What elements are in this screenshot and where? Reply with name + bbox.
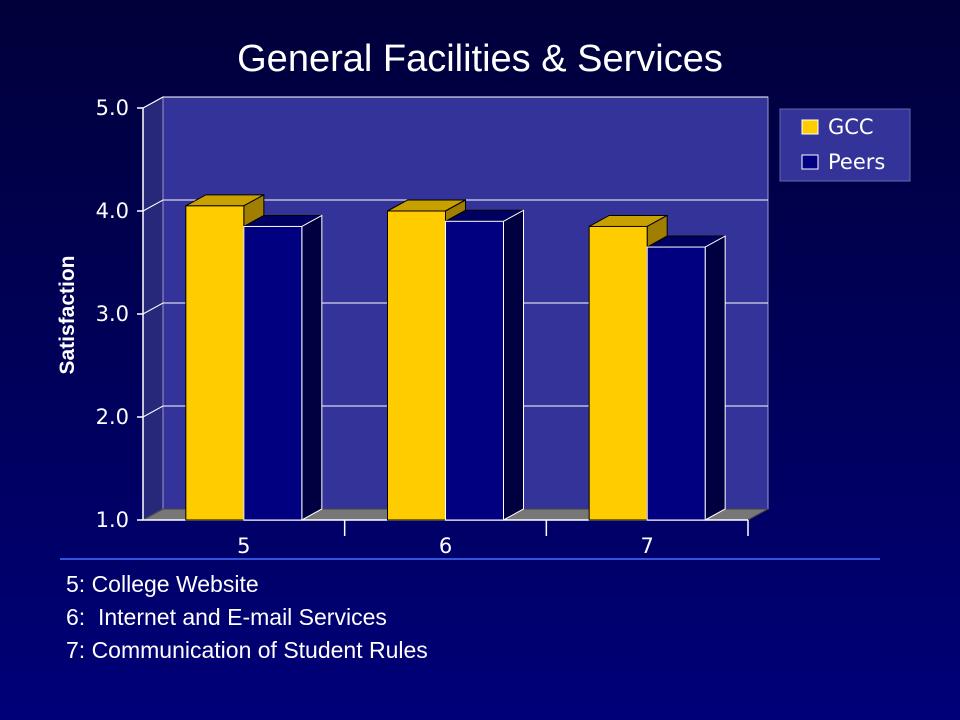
bar-side — [301, 214, 323, 521]
y-tick-label: 3.0 — [96, 302, 129, 326]
legend-swatch-gcc — [801, 119, 819, 135]
bar-chart: 1.0 2.0 3.0 4.0 5.0 Satisfaction 5 6 7 GCC Peers — [56, 96, 911, 558]
legend-label-gcc: GCC — [828, 115, 874, 139]
y-tick-label: 4.0 — [96, 199, 129, 223]
bar-front — [185, 205, 245, 521]
legend-swatch-peers — [801, 154, 819, 170]
y-tick-label: 5.0 — [96, 96, 129, 120]
category-notes: 5: College Website 6: Internet and E-mai… — [66, 568, 428, 667]
x-tick-label: 7 — [640, 534, 653, 558]
gridline — [142, 302, 768, 315]
legend-label-peers: Peers — [828, 150, 885, 174]
gridline — [142, 405, 768, 418]
bar-side — [503, 209, 524, 521]
bar-peers-7 — [646, 235, 726, 521]
chart-title: General Facilities & Services — [237, 38, 723, 80]
bar-side — [704, 235, 726, 521]
bar-front — [588, 225, 648, 521]
y-axis-title: Satisfaction — [56, 255, 79, 374]
note-7: 7: Communication of Student Rules — [66, 637, 428, 663]
x-tick-label: 5 — [237, 534, 250, 558]
gridline — [142, 96, 768, 109]
y-tick-label: 2.0 — [96, 405, 129, 429]
bar-peers-5 — [243, 214, 323, 521]
y-tick-label: 1.0 — [96, 508, 129, 532]
legend: GCC Peers — [779, 108, 911, 182]
note-5: 5: College Website — [66, 571, 259, 597]
divider — [60, 558, 880, 560]
x-tick-label: 6 — [439, 534, 452, 558]
bar-front — [243, 225, 303, 521]
note-6: 6: Internet and E-mail Services — [66, 604, 387, 630]
bar-front — [445, 220, 504, 521]
bar-front — [646, 246, 706, 521]
bar-front — [387, 210, 446, 521]
gridline — [142, 199, 768, 212]
bar-peers-6 — [445, 209, 524, 521]
